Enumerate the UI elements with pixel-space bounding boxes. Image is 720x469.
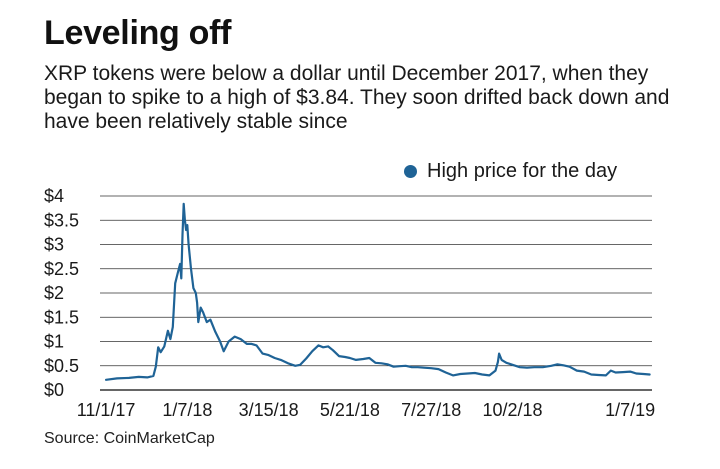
- x-tick-label: 3/15/18: [239, 400, 299, 420]
- y-axis: $0 $0.5 $1 $1.5 $2 $2.5 $3 $3.5 $4: [44, 186, 79, 400]
- legend-marker: [404, 164, 417, 178]
- chart-subtitle: XRP tokens were below a dollar until Dec…: [44, 62, 670, 133]
- y-tick-label: $4: [44, 186, 64, 206]
- x-tick-label: 11/1/17: [77, 400, 136, 420]
- legend-label: High price for the day: [427, 159, 618, 182]
- x-tick-label: 5/21/18: [320, 400, 380, 420]
- y-tick-label: $3.5: [44, 210, 79, 230]
- source-note: Source: CoinMarketCap: [44, 430, 215, 447]
- y-tick-label: $2: [44, 283, 64, 303]
- x-tick-label: 10/2/18: [482, 400, 542, 420]
- y-tick-label: $2.5: [44, 259, 79, 279]
- legend: High price for the day: [404, 160, 617, 182]
- series-group: [105, 202, 651, 381]
- y-tick-label: $0: [44, 380, 64, 400]
- x-tick-label: 7/27/18: [401, 400, 461, 420]
- x-tick-label: 1/7/19: [605, 400, 655, 420]
- series-line: [105, 202, 651, 381]
- x-axis: 11/1/17 1/7/18 3/15/18 5/21/18 7/27/18 10/2/1…: [77, 400, 655, 420]
- y-tick-label: $1: [44, 332, 64, 352]
- x-tick-label: 1/7/18: [162, 400, 212, 420]
- y-tick-label: $1.5: [44, 307, 79, 327]
- chart-title: Leveling off: [44, 14, 232, 52]
- y-tick-label: $3: [44, 235, 64, 255]
- y-tick-label: $0.5: [44, 356, 79, 376]
